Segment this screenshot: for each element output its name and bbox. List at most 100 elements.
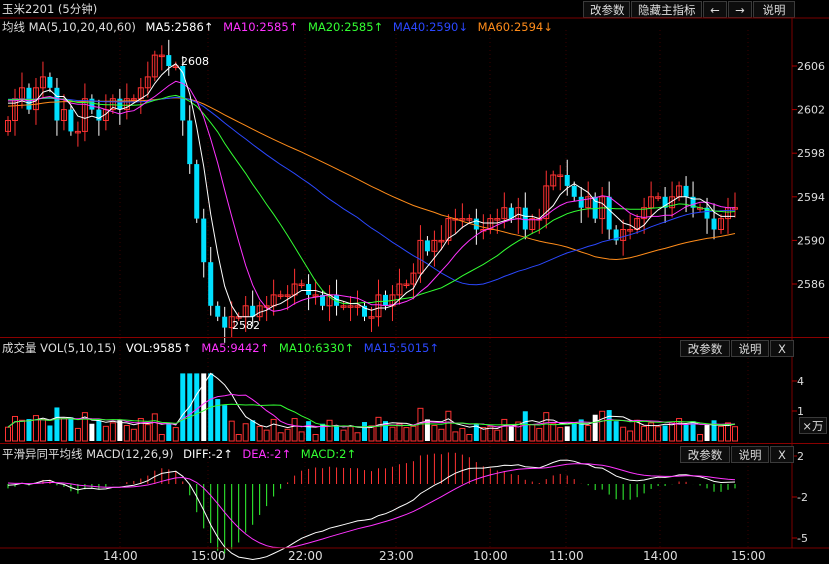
candle-body — [550, 174, 557, 187]
candle-body — [494, 218, 501, 221]
ma60-value: MA60:2594↓ — [477, 20, 553, 34]
x-tick-label: 11:00 — [549, 549, 584, 563]
candle-body — [320, 294, 326, 306]
candle-body — [410, 272, 417, 285]
ma60-line — [7, 97, 736, 261]
volume-bar — [592, 414, 598, 441]
high-price-label: 2608 — [181, 55, 209, 68]
candle-body — [662, 196, 668, 208]
dea-line — [7, 463, 736, 549]
volume-bar — [697, 434, 704, 442]
vol-ma5-line — [7, 372, 736, 430]
candle-body — [403, 283, 410, 286]
dea-value: DEA:-2↑ — [242, 447, 292, 461]
candle-body — [68, 109, 74, 132]
volume-bar — [235, 434, 242, 442]
candle-body — [606, 196, 612, 230]
volume-change-params-button[interactable]: 改参数 — [680, 340, 730, 357]
macd-close-button[interactable]: X — [770, 446, 794, 463]
change-params-button[interactable]: 改参数 — [583, 1, 630, 18]
candle-body — [151, 54, 158, 78]
volume-bar — [375, 416, 382, 442]
candle-body — [354, 305, 361, 308]
volume-bar — [109, 422, 116, 442]
volume-bar — [54, 407, 60, 441]
macd-change-params-button[interactable]: 改参数 — [680, 446, 730, 463]
volume-bar — [334, 426, 340, 441]
candle-body — [445, 218, 452, 241]
y-tick-label: 2602 — [797, 104, 825, 117]
volume-bar — [180, 373, 186, 441]
volume-bar — [382, 421, 388, 441]
candle-body — [158, 54, 165, 58]
vol-legend-prefix: 成交量 VOL(5,10,15) — [2, 341, 117, 355]
macd-y-tick: 2 — [797, 450, 804, 463]
candle-body — [466, 218, 473, 221]
candle-body — [627, 229, 634, 232]
volume-bar — [166, 423, 172, 441]
volume-bar — [564, 426, 570, 441]
candle-body — [431, 239, 438, 252]
volume-bar — [424, 419, 430, 441]
volume-close-button[interactable]: X — [770, 340, 794, 357]
volume-bar — [641, 425, 648, 442]
volume-bar — [613, 421, 619, 441]
candle-body — [396, 283, 403, 296]
volume-help-button[interactable]: 说明 — [731, 340, 769, 357]
candle-body — [620, 229, 627, 241]
candle-body — [487, 218, 494, 231]
volume-bar — [452, 431, 459, 442]
ma20-value: MA20:2585↑ — [307, 20, 384, 34]
candle-body — [417, 239, 424, 274]
volume-bar — [312, 434, 319, 442]
volume-bar — [18, 419, 25, 442]
volume-bar — [487, 425, 494, 442]
candle-body — [683, 185, 689, 197]
x-tick-label: 10:00 — [473, 549, 508, 563]
candle-body — [529, 218, 536, 231]
volume-unit-label: ×万 — [799, 417, 827, 434]
volume-bar — [194, 373, 200, 441]
candle-body — [362, 305, 368, 317]
candle-body — [578, 196, 584, 208]
volume-bar — [732, 426, 738, 442]
volume-bar — [123, 424, 130, 442]
ma20-line — [8, 94, 736, 305]
volume-bar — [690, 421, 696, 441]
volume-bar — [431, 424, 438, 442]
candle-body — [180, 66, 186, 121]
ma10-value: MA10:2585↑ — [223, 20, 299, 34]
volume-bar — [250, 420, 256, 441]
candle-body — [166, 55, 172, 66]
volume-bar — [326, 419, 333, 442]
candle-body — [522, 207, 528, 230]
vol-y-tick: 4 — [797, 375, 804, 388]
volume-bar — [39, 418, 46, 442]
volume-bar — [47, 425, 53, 441]
hide-main-indicator-button[interactable]: 隐藏主指标 — [631, 1, 702, 18]
x-tick-label: 14:00 — [643, 549, 678, 563]
volume-bar — [445, 410, 452, 442]
candle-body — [298, 283, 305, 286]
candle-body — [208, 262, 214, 306]
volume-bar — [74, 427, 81, 442]
volume-bar — [89, 423, 95, 441]
volume-bar — [96, 420, 102, 441]
volume-bar — [634, 419, 641, 442]
x-tick-label: 22:00 — [288, 549, 323, 563]
volume-bar — [228, 420, 235, 442]
macd-help-button[interactable]: 说明 — [731, 446, 769, 463]
ma40-line — [8, 96, 736, 286]
volume-bar — [340, 429, 347, 442]
volume-bar — [620, 426, 627, 442]
candle-body — [571, 185, 577, 197]
volume-bar — [543, 412, 550, 442]
volume-bar — [662, 425, 668, 441]
volume-bar — [557, 427, 564, 442]
candle-body — [117, 98, 123, 110]
volume-bar — [529, 424, 536, 442]
volume-bar — [711, 420, 717, 441]
volume-bar — [725, 422, 732, 442]
candle-body — [543, 185, 550, 220]
